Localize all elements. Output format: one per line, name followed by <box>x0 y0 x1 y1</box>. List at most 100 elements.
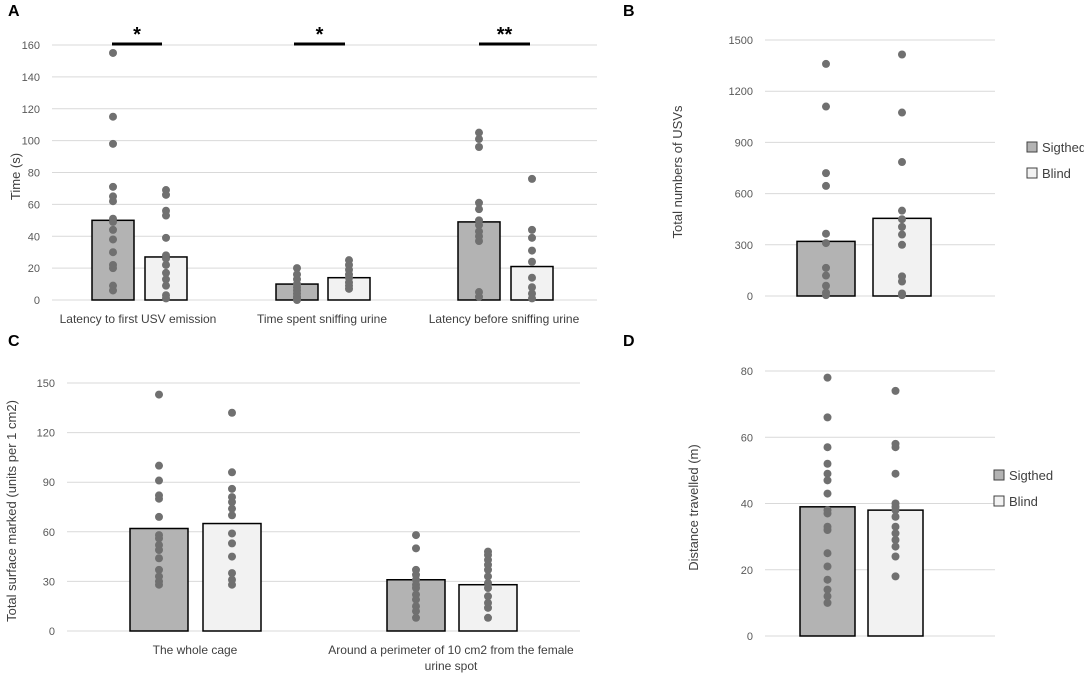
panel-b-point-blind <box>898 277 906 286</box>
panel-c-point-sighted <box>155 476 163 485</box>
panel-a-point-sighted <box>293 264 301 273</box>
panel-a-point-blind <box>162 294 170 303</box>
panel-c-ytick-label: 0 <box>49 626 55 638</box>
panel-c-point-sighted <box>412 531 420 540</box>
panel-a-point-sighted <box>109 217 117 226</box>
panel-a-ytick-label: 60 <box>28 199 40 211</box>
legend-d-label-blind: Blind <box>1009 494 1038 509</box>
panel-a-point-sighted <box>475 237 483 246</box>
panel-b-point-blind <box>898 230 906 239</box>
panel-c-point-blind <box>228 484 236 493</box>
panel-b-ytick-label: 1500 <box>729 35 753 47</box>
panel-c-point-blind <box>484 565 492 574</box>
panel-b-ytick-label: 900 <box>735 137 753 149</box>
panel-b-ytick-label: 300 <box>735 240 753 252</box>
panel-d-ytick-label: 60 <box>741 432 753 444</box>
panel-c-point-sighted <box>412 595 420 604</box>
panel-d-point-blind <box>891 522 900 531</box>
panel-a-ytick-label: 140 <box>22 72 40 84</box>
panel-a-point-blind <box>528 174 536 183</box>
panel-a-point-sighted <box>109 197 117 206</box>
panel-c-point-sighted <box>155 545 163 554</box>
panel-d-point-blind <box>891 469 900 478</box>
panel-d-point-blind <box>891 506 900 515</box>
panel-b-point-sighted <box>822 291 830 300</box>
panel-c-category-label-line: urine spot <box>425 659 478 673</box>
panel-c-point-blind <box>228 552 236 561</box>
panel-c-point-blind <box>228 468 236 477</box>
panel-d-point-blind <box>891 443 900 452</box>
panel-a-ytick-label: 0 <box>34 295 40 307</box>
panel-b-point-blind <box>898 158 906 167</box>
panel-d-ytick-label: 40 <box>741 499 753 511</box>
panel-b-point-sighted <box>822 271 830 280</box>
panel-b-letter: B <box>623 3 635 20</box>
panel-b-point-sighted <box>822 281 830 290</box>
panel-a-point-sighted <box>475 205 483 214</box>
legend-b-label-sighted: Sigthed <box>1042 140 1084 155</box>
panel-a-point-sighted <box>109 248 117 257</box>
panel-c-ytick-label: 120 <box>37 428 55 440</box>
panel-a-point-blind <box>528 233 536 242</box>
panel-a-ytick-label: 120 <box>22 104 40 116</box>
panel-d-point-sighted <box>823 509 832 518</box>
panel-b-point-blind <box>898 206 906 215</box>
legend-b-swatch-blind <box>1026 167 1038 179</box>
legend-d-label-sighted: Sigthed <box>1009 468 1053 483</box>
panel-d-point-sighted <box>823 575 832 584</box>
panel-c-point-blind <box>484 603 492 612</box>
panel-b-ylabel: Total numbers of USVs <box>670 105 685 238</box>
panel-d-point-sighted <box>823 585 832 594</box>
panel-b-point-sighted <box>822 102 830 111</box>
panel-d-point-sighted <box>823 526 832 534</box>
panel-d-point-blind <box>891 386 900 395</box>
panel-b-point-blind <box>898 291 906 300</box>
panel-a-ytick-label: 100 <box>22 136 40 148</box>
panel-a-ytick-label: 20 <box>28 263 40 275</box>
panel-d-ytick-label: 20 <box>741 565 753 577</box>
panel-a-point-blind <box>162 268 170 277</box>
panel-c-point-blind <box>228 569 236 578</box>
panel-d-ytick-label: 0 <box>747 631 753 643</box>
panel-a-point-sighted <box>109 225 117 234</box>
panel-d-letter: D <box>623 333 635 350</box>
panel-d-point-sighted <box>823 476 832 485</box>
panel-d-bar-sighted <box>799 506 856 637</box>
panel-a-ytick-label: 40 <box>28 231 40 243</box>
panel-a-point-sighted <box>293 296 301 304</box>
panel-a-point-sighted <box>109 286 117 295</box>
panel-d-point-sighted <box>823 459 832 468</box>
panel-a-point-sighted <box>475 143 483 151</box>
panel-c-point-blind <box>228 539 236 548</box>
panel-b-point-sighted <box>822 59 830 68</box>
panel-a-category-label: Latency before sniffing urine <box>429 312 580 326</box>
panel-d-point-blind <box>891 529 900 538</box>
panel-a-point-blind <box>345 284 353 293</box>
panel-d-point-blind <box>891 512 900 521</box>
panel-a-point-sighted <box>109 264 117 273</box>
panel-d-point-sighted <box>823 413 832 422</box>
panel-a-point-blind <box>162 211 170 220</box>
panel-b-ytick-label: 0 <box>747 291 753 303</box>
panel-a-significance-label: * <box>133 24 141 46</box>
panel-a-point-blind <box>528 225 536 234</box>
panel-a-point-blind <box>162 275 170 284</box>
panel-c-category-label: The whole cage <box>153 643 238 657</box>
panel-d-point-sighted <box>823 373 832 382</box>
panel-b-point-blind <box>898 108 906 117</box>
panel-a-point-sighted <box>475 292 483 301</box>
panel-c-point-sighted <box>412 584 420 593</box>
panel-b-point-sighted <box>822 181 830 190</box>
panel-b-point-sighted <box>822 263 830 272</box>
panel-b-point-sighted <box>822 169 830 178</box>
panel-a-ytick-label: 160 <box>22 40 40 52</box>
panel-c-category-label-line: Around a perimeter of 10 cm2 from the fe… <box>328 643 574 657</box>
panel-c-point-sighted <box>155 512 163 521</box>
panel-d-point-sighted <box>823 598 832 607</box>
panel-b-point-sighted <box>822 239 830 248</box>
panel-c-point-sighted <box>155 554 163 563</box>
panel-b-point-blind <box>898 222 906 231</box>
panel-b-point-blind <box>898 215 906 224</box>
panel-a-point-sighted <box>475 135 483 144</box>
panel-a-point-blind <box>162 281 170 290</box>
